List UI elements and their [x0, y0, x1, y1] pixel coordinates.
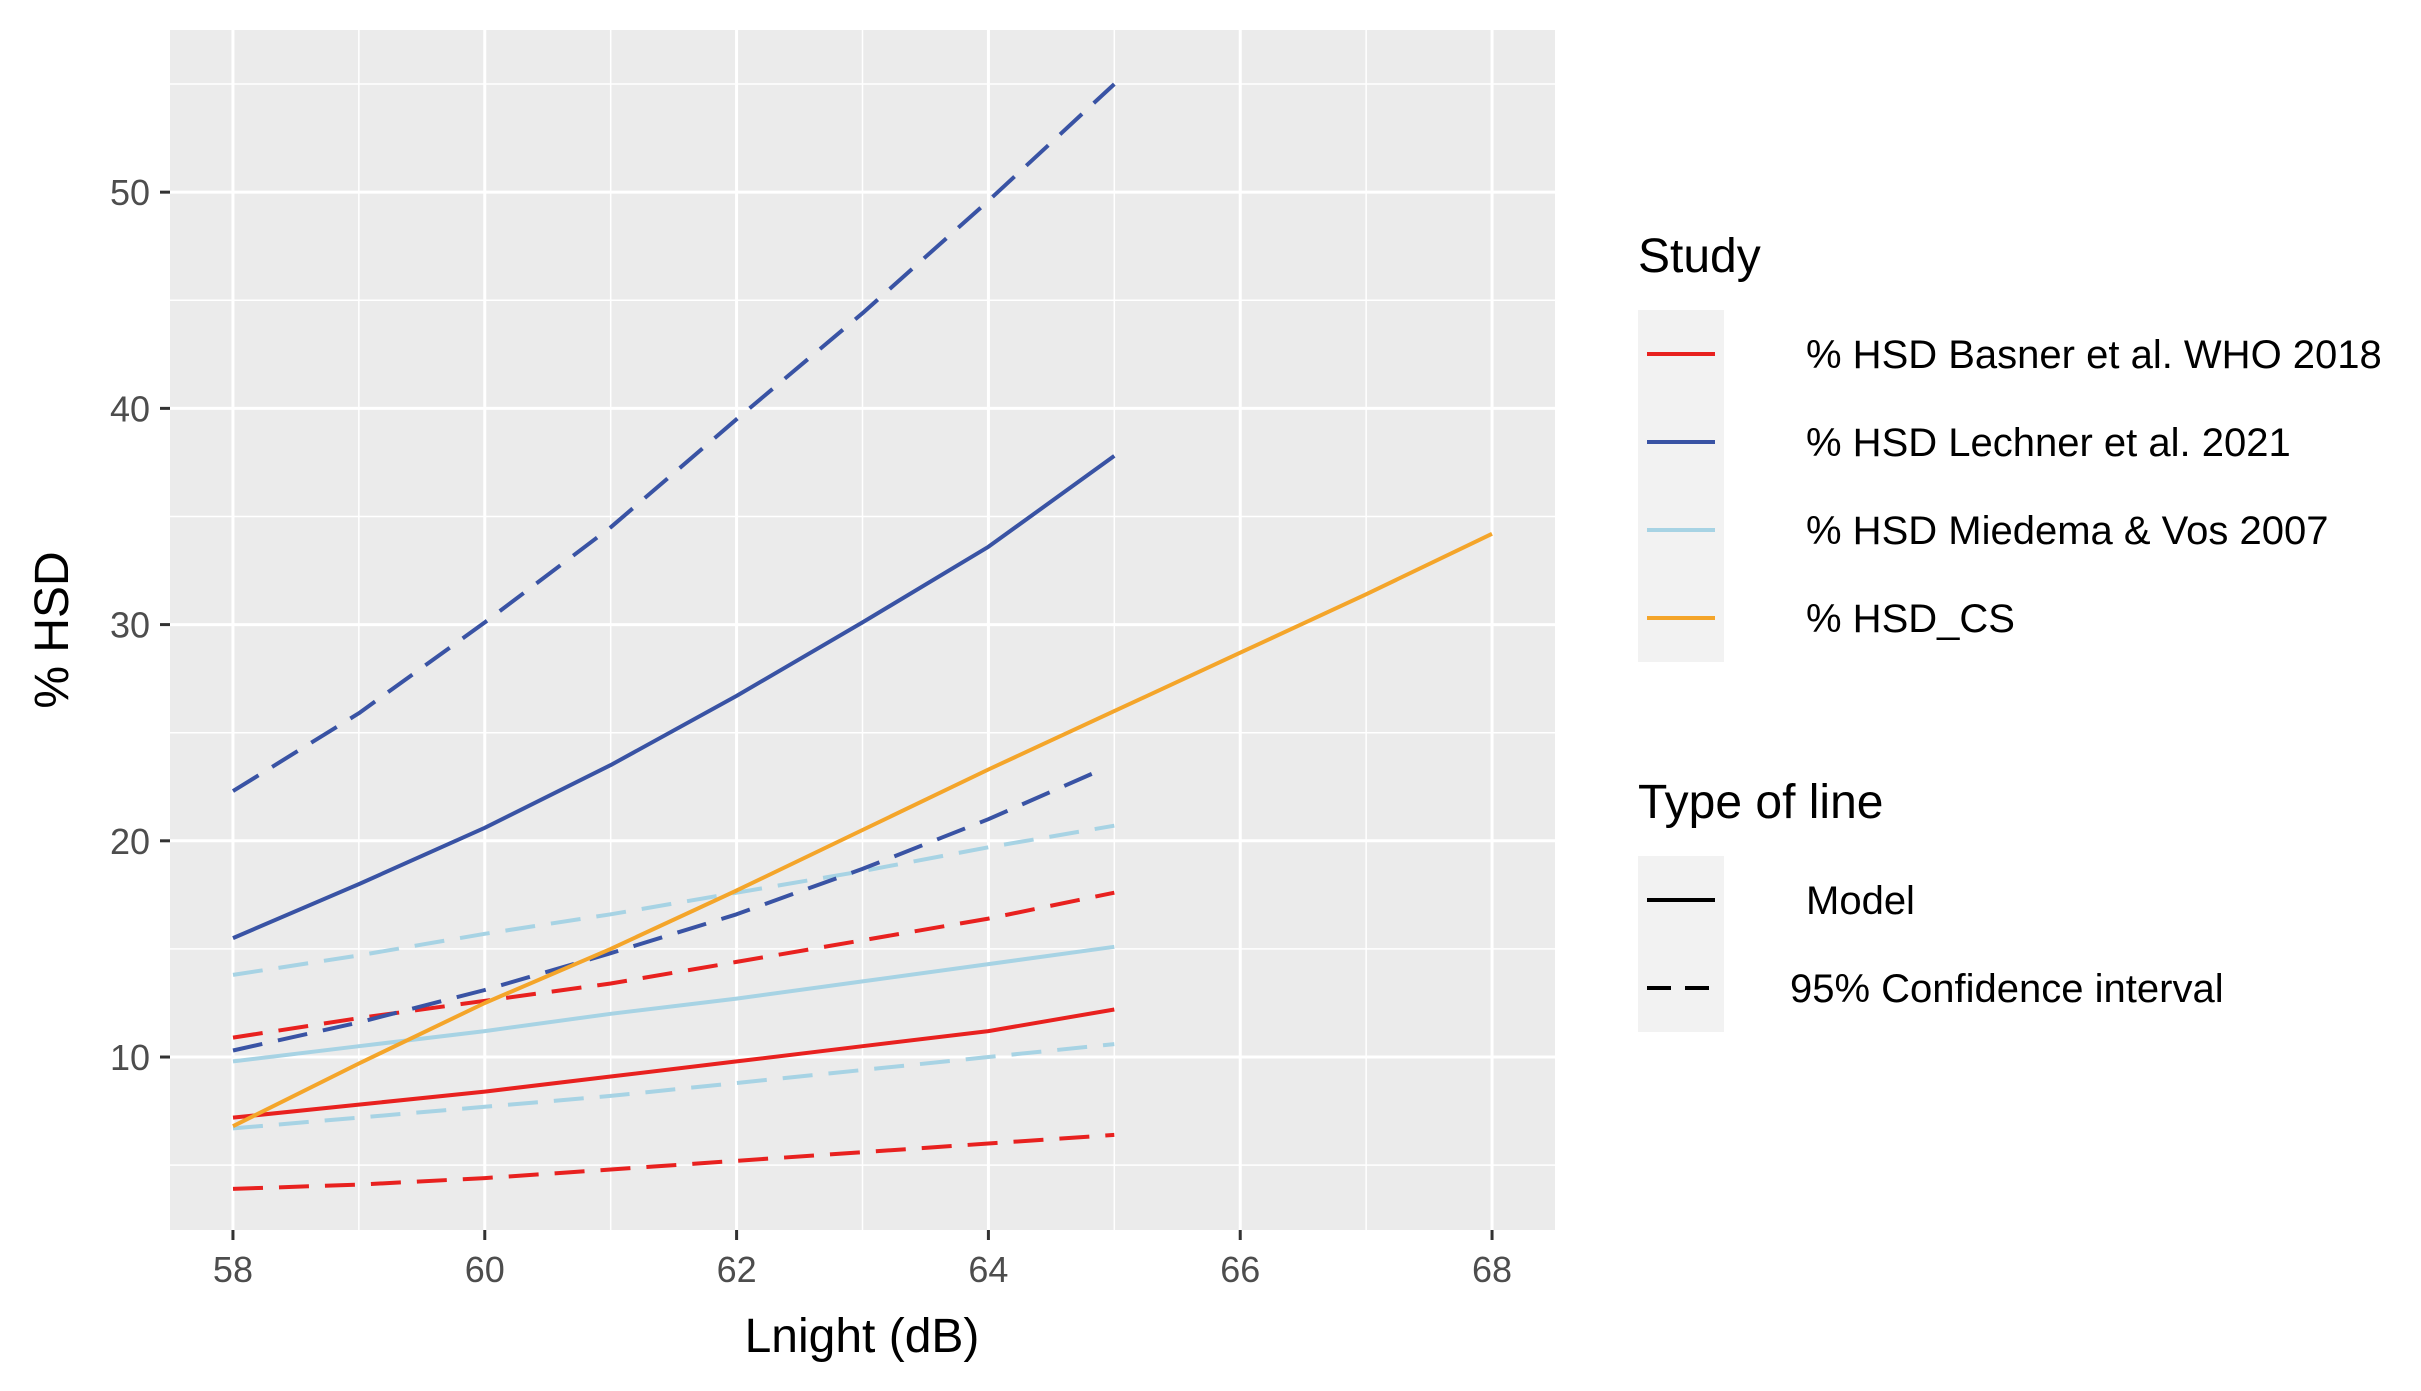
- legend-label-study-3: % HSD_CS: [1806, 597, 2015, 641]
- x-tick-label-66: 66: [1220, 1249, 1260, 1290]
- legend-label-study-2: % HSD Miedema & Vos 2007: [1806, 509, 2328, 553]
- legend-label-study-0: % HSD Basner et al. WHO 2018: [1806, 333, 2382, 377]
- y-tick-label-30: 30: [110, 605, 150, 646]
- y-axis-title: % HSD: [26, 551, 79, 708]
- x-tick-label-62: 62: [717, 1249, 757, 1290]
- x-tick-label-60: 60: [465, 1249, 505, 1290]
- x-tick-label-58: 58: [213, 1249, 253, 1290]
- series-lechner-model: [232, 454, 1116, 940]
- axes: 58 60 62 64 66 68 10 20 30 40 50: [110, 172, 1512, 1290]
- series-miedema-ci-upper: [232, 823, 1115, 977]
- grid-lines: [170, 30, 1555, 1230]
- series-basner-ci-lower: [232, 1132, 1115, 1191]
- y-tick-label-10: 10: [110, 1037, 150, 1078]
- legend-study-title: Study: [1638, 230, 1761, 283]
- series-lechner-ci-upper: [231, 82, 1116, 793]
- y-tick-label-20: 20: [110, 821, 150, 862]
- series-lines: [231, 82, 1493, 1191]
- series-miedema-ci-lower: [232, 1042, 1115, 1131]
- series-basner-model: [232, 1007, 1115, 1120]
- legend-label-line-0: Model: [1806, 879, 1915, 923]
- legend-label-study-1: % HSD Lechner et al. 2021: [1806, 421, 2291, 465]
- legend-label-line-1: 95% Confidence interval: [1790, 967, 2224, 1011]
- series-miedema-model: [232, 944, 1115, 1064]
- y-tick-label-40: 40: [110, 388, 150, 429]
- y-tick-label-50: 50: [110, 172, 150, 213]
- x-tick-label-68: 68: [1472, 1249, 1512, 1290]
- legend-line-title: Type of line: [1638, 776, 1883, 829]
- x-axis-title: Lnight (dB): [745, 1310, 980, 1363]
- series-lechner-ci-lower: [232, 767, 1103, 1053]
- x-tick-label-64: 64: [968, 1249, 1008, 1290]
- series-cs-model: [232, 531, 1493, 1128]
- legend: Study Type of line % HSD Basner et al. W…: [1638, 230, 2382, 1032]
